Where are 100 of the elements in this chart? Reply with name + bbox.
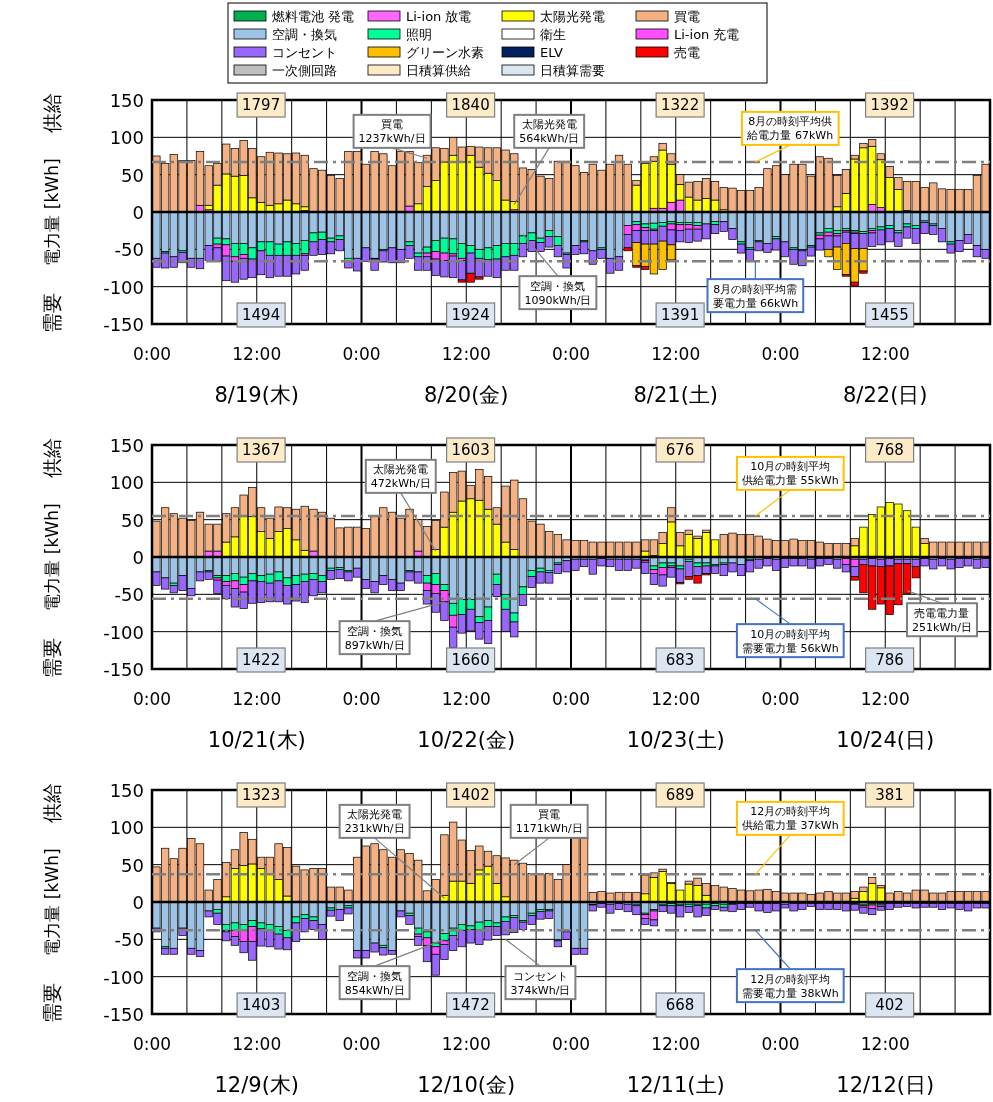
text: 8/19(木) — [214, 383, 300, 407]
legend-label: 日積算供給 — [406, 62, 471, 78]
text: 1367 — [242, 441, 281, 459]
text: 1455 — [870, 306, 909, 324]
x-tick-label: 0:00 — [761, 344, 800, 364]
text: 1840 — [451, 96, 490, 114]
text: 1403 — [242, 996, 281, 1014]
text: 402 — [875, 996, 904, 1014]
ref-line-label: 10月の時刻平均供給電力量 55kWh — [741, 459, 839, 487]
y-tick-label: -150 — [103, 658, 144, 680]
y-tick-label: 100 — [109, 816, 144, 838]
text: 786 — [875, 651, 904, 669]
y-tick-label: 150 — [109, 89, 144, 111]
text: 1603 — [451, 441, 490, 459]
text: 12/10(金) — [417, 1073, 516, 1097]
x-tick-label: 12:00 — [441, 1034, 491, 1054]
text: 供給 — [40, 783, 64, 824]
ref-line-label: 10月の時刻平均需要電力量 56kWh — [741, 627, 839, 655]
legend-label: Li-ion 充電 — [674, 26, 740, 42]
y-tick-label: 150 — [109, 434, 144, 456]
text: 需要 — [40, 982, 64, 1023]
y-tick-label: 0 — [132, 891, 144, 913]
x-tick-label: 0:00 — [132, 689, 172, 709]
annotation: 空調・換気 854kWh/日 — [344, 969, 405, 997]
x-tick-label: 12:00 — [441, 689, 491, 709]
annotation: 空調・換気 897kWh/日 — [344, 624, 405, 652]
y-tick-label: -100 — [103, 276, 144, 298]
ref-line-label: 12月の時刻平均需要電力量 38kWh — [741, 972, 839, 1000]
legend-label: 燃料電池 発電 — [272, 8, 355, 24]
y-axis-title: 電力量 [kWh] — [42, 503, 62, 611]
text: 1323 — [242, 786, 281, 804]
annotation: 太陽光発電 472kWh/日 — [370, 462, 431, 490]
legend-label: コンセント — [272, 44, 337, 60]
text: 供給 — [40, 93, 64, 134]
x-tick-label: 12:00 — [860, 344, 910, 364]
text: 10/21(木) — [207, 728, 306, 752]
text: 10/23(土) — [626, 728, 725, 752]
y-tick-label: -100 — [103, 966, 144, 988]
x-tick-label: 12:00 — [860, 689, 910, 709]
legend-label: 売電 — [674, 44, 700, 60]
annotation: 売電電力量 251kWh/日 — [912, 606, 972, 634]
x-tick-label: 12:00 — [232, 344, 282, 364]
text: 768 — [875, 441, 904, 459]
legend-label: 空調・換気 — [272, 26, 337, 42]
annotation: 太陽光発電 231kWh/日 — [344, 807, 405, 835]
text: 10/22(金) — [417, 728, 516, 752]
y-tick-label: -50 — [114, 583, 144, 605]
text: 1402 — [451, 786, 490, 804]
y-tick-label: -50 — [114, 238, 144, 260]
text: 1391 — [661, 306, 700, 324]
text: 供給 — [40, 438, 64, 479]
legend-label: 衛生 — [540, 26, 566, 42]
text: 689 — [665, 786, 695, 804]
y-axis-title: 電力量 [kWh] — [42, 848, 62, 956]
x-tick-label: 0:00 — [132, 344, 172, 364]
text: 10/24(日) — [836, 728, 935, 752]
text: 8/21(土) — [633, 383, 719, 407]
legend-label: 太陽光発電 — [540, 8, 605, 24]
text: 676 — [665, 441, 695, 459]
x-tick-label: 12:00 — [860, 1034, 910, 1054]
ref-line-label: 8月の時刻平均供給電力量 67kWh — [746, 114, 834, 142]
text: 需要 — [40, 292, 64, 333]
x-tick-label: 12:00 — [651, 1034, 701, 1054]
y-tick-label: 0 — [132, 201, 144, 223]
annotation: 空調・換気 1090kWh/日 — [524, 279, 592, 307]
y-tick-label: 50 — [121, 509, 144, 531]
annotation: コンセント 374kWh/日 — [510, 969, 571, 997]
y-tick-label: 100 — [109, 471, 144, 493]
text: 12/9(木) — [214, 1073, 300, 1097]
text: 1797 — [242, 96, 281, 114]
legend-label: 買電 — [674, 8, 700, 24]
x-tick-label: 0:00 — [551, 689, 591, 709]
x-tick-label: 0:00 — [761, 1034, 800, 1054]
text: 381 — [875, 786, 904, 804]
text: 1392 — [870, 96, 909, 114]
text: 12/12(日) — [836, 1073, 935, 1097]
text: 1422 — [242, 651, 281, 669]
x-tick-label: 12:00 — [232, 1034, 282, 1054]
y-tick-label: 100 — [109, 126, 144, 148]
ref-line-label: 8月の時刻平均需要電力量 66kWh — [712, 282, 799, 310]
annotation: 買電 1237kWh/日 — [358, 117, 426, 145]
text: 8/20(金) — [423, 383, 509, 407]
legend-label: グリーン水素 — [406, 44, 484, 60]
ref-line-label: 12月の時刻平均供給電力量 37kWh — [741, 804, 839, 832]
text: 1322 — [661, 96, 700, 114]
text: 1660 — [451, 651, 490, 669]
text: 12/11(土) — [626, 1073, 725, 1097]
text: 683 — [665, 651, 695, 669]
text: 8/22(日) — [842, 383, 928, 407]
x-tick-label: 0:00 — [342, 689, 381, 709]
legend-label: 照明 — [406, 26, 432, 42]
x-tick-label: 12:00 — [651, 689, 701, 709]
text: 1494 — [242, 306, 281, 324]
x-tick-label: 0:00 — [551, 344, 591, 364]
text: 1924 — [451, 306, 490, 324]
y-tick-label: -150 — [103, 313, 144, 335]
y-tick-label: 150 — [109, 779, 144, 801]
y-axis-title: 電力量 [kWh] — [42, 158, 62, 266]
y-tick-label: -100 — [103, 621, 144, 643]
x-tick-label: 0:00 — [342, 1034, 381, 1054]
